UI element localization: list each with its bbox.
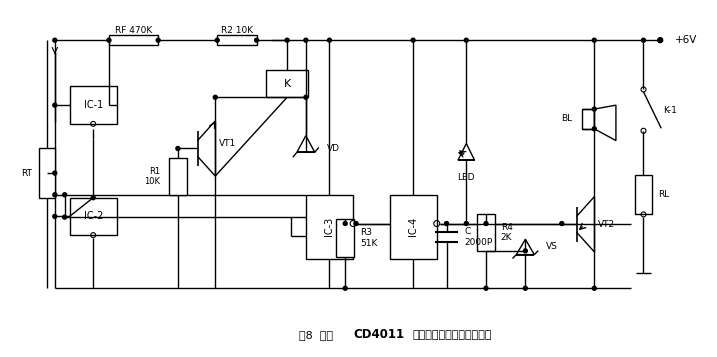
Circle shape bbox=[62, 215, 67, 219]
Circle shape bbox=[304, 38, 308, 42]
Circle shape bbox=[560, 222, 564, 226]
Circle shape bbox=[411, 38, 415, 42]
Bar bbox=[39, 149, 54, 198]
Bar bbox=[109, 35, 158, 45]
Bar bbox=[582, 109, 594, 129]
Circle shape bbox=[53, 171, 57, 175]
Text: IC-2: IC-2 bbox=[83, 211, 103, 221]
Text: LED: LED bbox=[457, 172, 475, 181]
Circle shape bbox=[53, 215, 57, 218]
Text: R4
2K: R4 2K bbox=[500, 223, 513, 242]
Bar bbox=[217, 35, 257, 45]
Bar bbox=[306, 195, 353, 259]
Bar bbox=[336, 219, 354, 257]
Bar bbox=[267, 70, 308, 97]
Bar bbox=[169, 158, 186, 195]
Circle shape bbox=[658, 38, 663, 42]
Circle shape bbox=[592, 286, 597, 290]
Text: K-1: K-1 bbox=[663, 106, 677, 115]
Text: K: K bbox=[283, 79, 291, 89]
Circle shape bbox=[53, 193, 57, 197]
Text: 图8  采用: 图8 采用 bbox=[299, 330, 336, 340]
Circle shape bbox=[523, 286, 527, 290]
Bar bbox=[70, 86, 117, 124]
Text: VT2: VT2 bbox=[598, 220, 615, 229]
Text: RL: RL bbox=[658, 190, 670, 199]
Circle shape bbox=[176, 146, 180, 150]
Circle shape bbox=[215, 38, 219, 42]
Circle shape bbox=[484, 286, 488, 290]
Circle shape bbox=[343, 222, 347, 226]
Circle shape bbox=[62, 193, 67, 197]
Text: BL: BL bbox=[561, 115, 573, 124]
Circle shape bbox=[523, 249, 527, 253]
Circle shape bbox=[53, 103, 57, 107]
Text: R2 10K: R2 10K bbox=[221, 26, 253, 35]
Circle shape bbox=[53, 38, 57, 42]
Text: IC-4: IC-4 bbox=[408, 217, 418, 236]
Circle shape bbox=[285, 38, 289, 42]
Circle shape bbox=[484, 222, 488, 226]
Circle shape bbox=[156, 38, 160, 42]
Text: RT: RT bbox=[22, 169, 32, 177]
Circle shape bbox=[592, 107, 597, 111]
Circle shape bbox=[304, 95, 308, 99]
Circle shape bbox=[213, 95, 217, 99]
Text: R1
10K: R1 10K bbox=[144, 167, 160, 186]
Circle shape bbox=[445, 222, 449, 226]
Circle shape bbox=[107, 38, 111, 42]
Circle shape bbox=[465, 222, 468, 226]
Text: IC-1: IC-1 bbox=[84, 100, 103, 110]
Text: 的超温监测自动控制电路图: 的超温监测自动控制电路图 bbox=[412, 330, 492, 340]
Circle shape bbox=[465, 38, 468, 42]
Circle shape bbox=[592, 127, 597, 131]
Bar bbox=[389, 195, 437, 259]
Text: R3
51K: R3 51K bbox=[360, 228, 377, 248]
Text: RF 470K: RF 470K bbox=[115, 26, 152, 35]
Text: VT1: VT1 bbox=[219, 139, 237, 148]
Text: CD4011: CD4011 bbox=[353, 328, 404, 341]
Circle shape bbox=[328, 38, 331, 42]
Bar bbox=[70, 198, 117, 235]
Text: VS: VS bbox=[546, 242, 558, 251]
Circle shape bbox=[354, 222, 358, 226]
Text: C
2000P: C 2000P bbox=[465, 227, 493, 247]
Circle shape bbox=[91, 196, 95, 200]
Text: IC-3: IC-3 bbox=[325, 217, 334, 236]
Circle shape bbox=[592, 38, 597, 42]
Circle shape bbox=[343, 286, 347, 290]
Text: VD: VD bbox=[326, 144, 340, 153]
Circle shape bbox=[255, 38, 259, 42]
Text: +6V: +6V bbox=[675, 35, 698, 45]
Bar bbox=[477, 215, 495, 251]
Bar bbox=[635, 175, 652, 215]
Circle shape bbox=[642, 38, 645, 42]
